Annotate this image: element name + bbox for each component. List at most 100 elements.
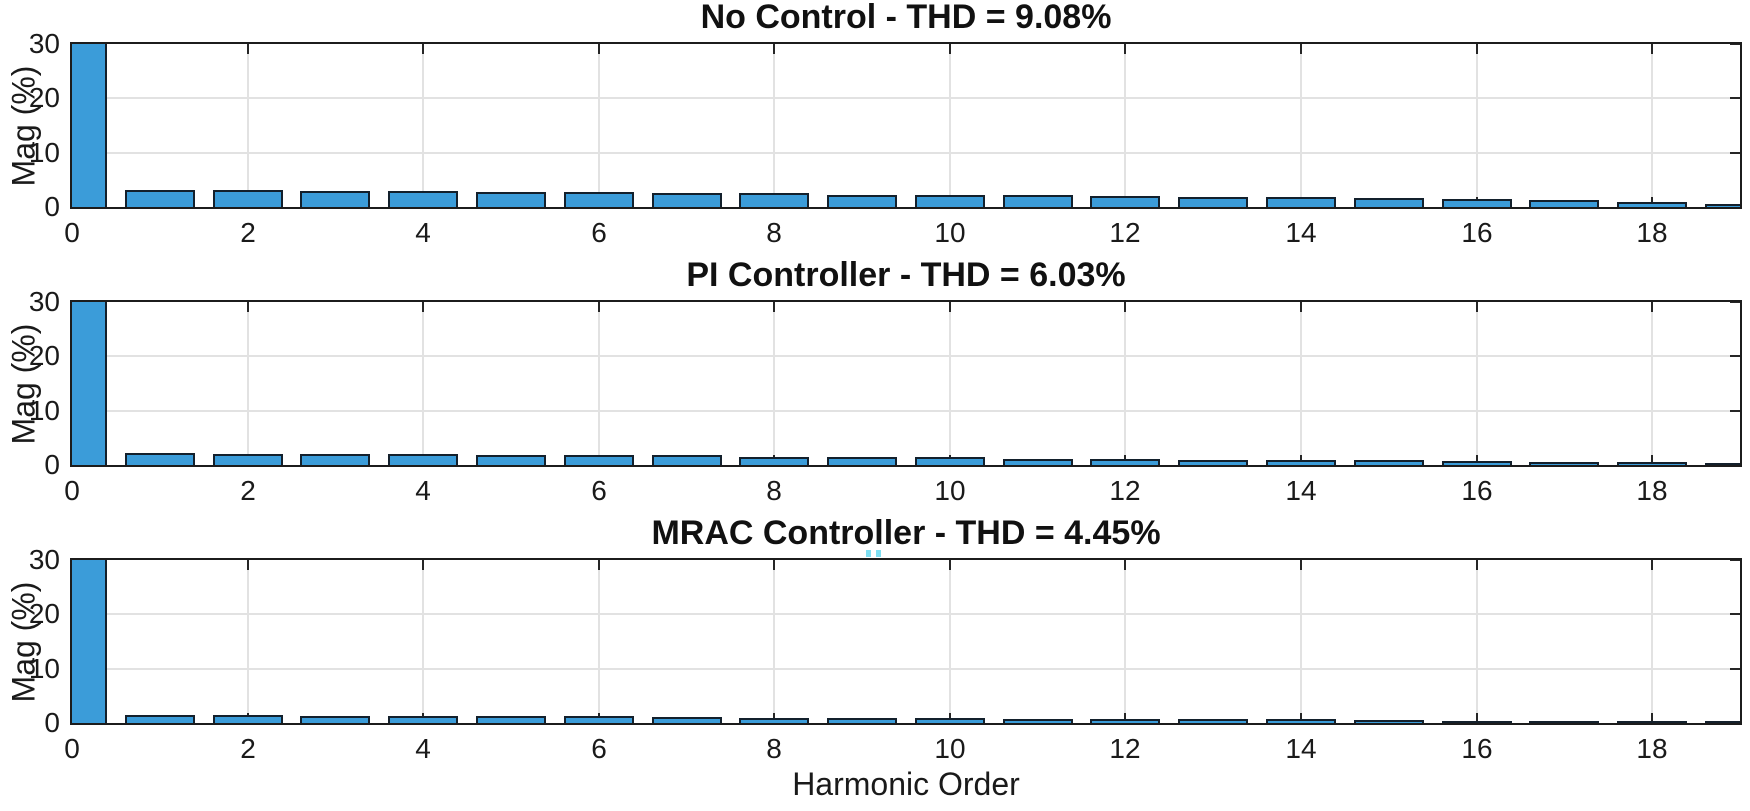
v-gridline <box>1124 302 1126 465</box>
bar-h15 <box>1354 460 1424 465</box>
bar-h5 <box>476 716 546 723</box>
bar-h10 <box>915 457 985 465</box>
h-gridline <box>72 355 1740 357</box>
bar-h3 <box>300 191 370 207</box>
bar-h14 <box>1266 197 1336 207</box>
bar-h14 <box>1266 460 1336 465</box>
x-tick-mark <box>1651 455 1653 465</box>
bar-h6 <box>564 455 634 465</box>
h-gridline <box>72 97 1740 99</box>
x-tick-mark <box>1476 302 1478 312</box>
x-tick-mark <box>949 560 951 570</box>
x-tick-label: 4 <box>415 475 431 506</box>
bar-h18 <box>1617 721 1687 723</box>
v-gridline <box>1300 560 1302 723</box>
bar-h2 <box>213 190 283 207</box>
v-gridline <box>1476 302 1478 465</box>
bar-h14 <box>1266 719 1336 723</box>
bar-h8 <box>739 193 809 207</box>
v-gridline <box>949 44 951 207</box>
bar-h2 <box>213 454 283 465</box>
bar-h16 <box>1442 721 1512 723</box>
x-tick-mark <box>1124 560 1126 570</box>
x-tick-label: 6 <box>591 217 607 248</box>
x-tick-mark <box>773 560 775 570</box>
bar-h17 <box>1529 721 1599 723</box>
x-tick-label: 14 <box>1285 217 1317 248</box>
v-gridline <box>1124 560 1126 723</box>
bar-h17 <box>1529 200 1599 207</box>
x-tick-mark <box>949 302 951 312</box>
v-gridline <box>598 44 600 207</box>
bar-h1 <box>125 190 195 207</box>
y-tick-mark <box>1730 44 1740 45</box>
x-tick-mark <box>598 560 600 570</box>
bar-h9 <box>827 457 897 465</box>
x-tick-mark <box>422 44 424 54</box>
y-tick-label: 0 <box>44 707 60 738</box>
bar-h6 <box>564 716 634 723</box>
bar-h17 <box>1529 462 1599 465</box>
subplot-3-plot-area <box>70 558 1742 725</box>
v-gridline <box>422 560 424 723</box>
x-tick-label: 8 <box>766 475 782 506</box>
x-tick-mark <box>422 560 424 570</box>
y-tick-mark <box>1730 355 1740 357</box>
x-tick-label: 0 <box>64 217 80 248</box>
v-gridline <box>773 302 775 465</box>
y-tick-label: 30 <box>28 286 60 317</box>
y-tick-mark <box>1730 97 1740 99</box>
v-gridline <box>1651 302 1653 465</box>
bar-h0 <box>72 302 107 465</box>
bar-h7 <box>652 455 722 465</box>
y-tick-label: 0 <box>44 449 60 480</box>
y-tick-mark <box>1730 613 1740 615</box>
bar-h2 <box>213 715 283 723</box>
x-tick-label: 16 <box>1461 475 1493 506</box>
x-tick-label: 2 <box>240 733 256 764</box>
y-tick-label: 20 <box>28 82 60 113</box>
x-tick-label: 0 <box>64 475 80 506</box>
h-gridline <box>72 613 1740 615</box>
bar-h19 <box>1705 204 1740 207</box>
bar-h0 <box>72 560 107 723</box>
v-gridline <box>1300 302 1302 465</box>
subplot-1-plot-area <box>70 42 1742 209</box>
x-tick-mark <box>1651 302 1653 312</box>
bar-h13 <box>1178 719 1248 723</box>
bar-h13 <box>1178 197 1248 207</box>
bar-h7 <box>652 717 722 723</box>
x-tick-label: 10 <box>934 217 966 248</box>
y-tick-mark <box>1730 560 1740 561</box>
x-tick-label: 8 <box>766 733 782 764</box>
y-tick-label: 10 <box>28 137 60 168</box>
x-tick-mark <box>598 302 600 312</box>
y-tick-label: 30 <box>28 544 60 575</box>
x-tick-label: 0 <box>64 733 80 764</box>
x-tick-label: 16 <box>1461 217 1493 248</box>
x-tick-mark <box>773 302 775 312</box>
y-axis-label: Mag (%) <box>5 65 42 187</box>
x-tick-label: 2 <box>240 475 256 506</box>
y-axis-label: Mag (%) <box>5 323 42 445</box>
subplot-3-title: MRAC Controller - THD = 4.45% <box>651 514 1161 552</box>
bar-h12 <box>1090 459 1160 465</box>
bar-h10 <box>915 195 985 207</box>
subplot-1-title: No Control - THD = 9.08% <box>700 0 1112 36</box>
bar-h18 <box>1617 202 1687 207</box>
y-tick-label: 20 <box>28 340 60 371</box>
x-tick-label: 16 <box>1461 733 1493 764</box>
x-tick-mark <box>1476 44 1478 54</box>
subplot-2-title: PI Controller - THD = 6.03% <box>686 256 1126 294</box>
v-gridline <box>949 560 951 723</box>
x-tick-mark <box>1651 44 1653 54</box>
v-gridline <box>1476 560 1478 723</box>
y-tick-label: 10 <box>28 653 60 684</box>
x-tick-label: 14 <box>1285 733 1317 764</box>
v-gridline <box>1300 44 1302 207</box>
x-tick-label: 18 <box>1636 475 1668 506</box>
x-tick-mark <box>1476 455 1478 465</box>
h-gridline <box>72 410 1740 412</box>
x-tick-label: 18 <box>1636 217 1668 248</box>
x-tick-mark <box>1124 302 1126 312</box>
